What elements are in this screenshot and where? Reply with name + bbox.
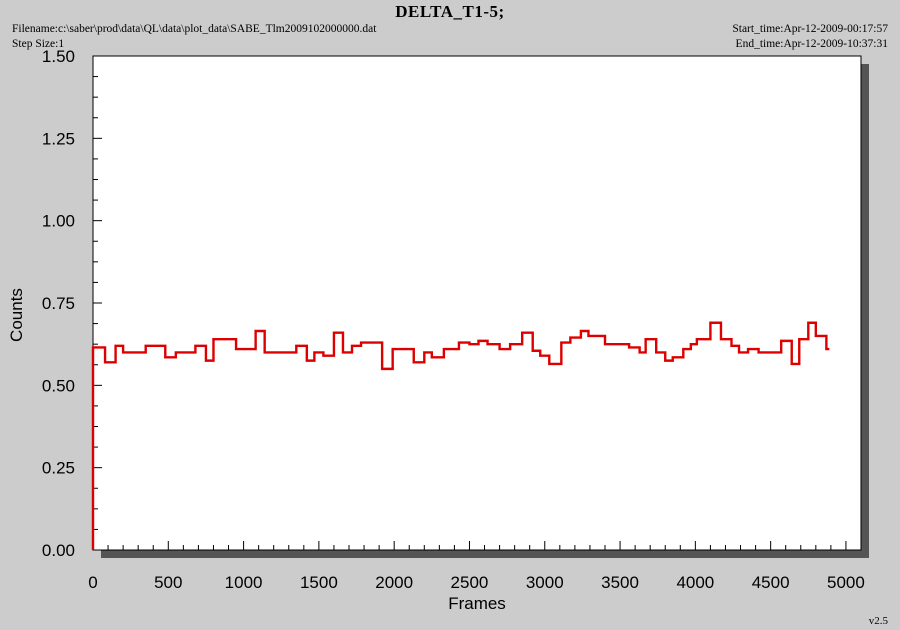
y-tick-label: 0.25	[42, 459, 75, 478]
y-tick-label: 0.75	[42, 294, 75, 313]
x-tick-label: 2000	[375, 573, 413, 592]
y-tick-label: 1.50	[42, 47, 75, 66]
x-tick-label: 4000	[676, 573, 714, 592]
plot-area	[92, 55, 862, 551]
x-tick-label: 2500	[451, 573, 489, 592]
y-tick-label: 1.25	[42, 129, 75, 148]
y-axis-label: Counts	[7, 288, 26, 342]
y-tick-label: 0.00	[42, 541, 75, 560]
x-tick-label: 0	[88, 573, 97, 592]
y-axis: 0.00 0.25 0.50 0.75 1.00 1.25 1.50	[42, 47, 102, 560]
y-tick-label: 0.50	[42, 376, 75, 395]
filename-label: Filename:c:\saber\prod\data\QL\data\plot…	[12, 23, 377, 35]
x-axis-label: Frames	[448, 594, 506, 613]
series-group	[91, 321, 830, 550]
x-axis: 0 500 1000 1500 2000 2500 3000 3500 4000 4500 5000	[88, 541, 865, 592]
chart-title: DELTA_T1-5;	[395, 2, 505, 21]
x-tick-label: 1500	[300, 573, 338, 592]
x-tick-label: 5000	[827, 573, 865, 592]
y-tick-label: 1.00	[42, 212, 75, 231]
step-size-label: Step Size:1	[12, 38, 65, 50]
x-tick-label: 3000	[526, 573, 564, 592]
x-tick-label: 500	[154, 573, 182, 592]
series-line	[91, 321, 830, 550]
end-time-label: End_time:Apr-12-2009-10:37:31	[735, 38, 888, 50]
x-tick-label: 4500	[752, 573, 790, 592]
x-tick-label: 1000	[225, 573, 263, 592]
x-tick-label: 3500	[601, 573, 639, 592]
version-label: v2.5	[868, 615, 888, 627]
start-time-label: Start_time:Apr-12-2009-00:17:57	[732, 23, 888, 35]
